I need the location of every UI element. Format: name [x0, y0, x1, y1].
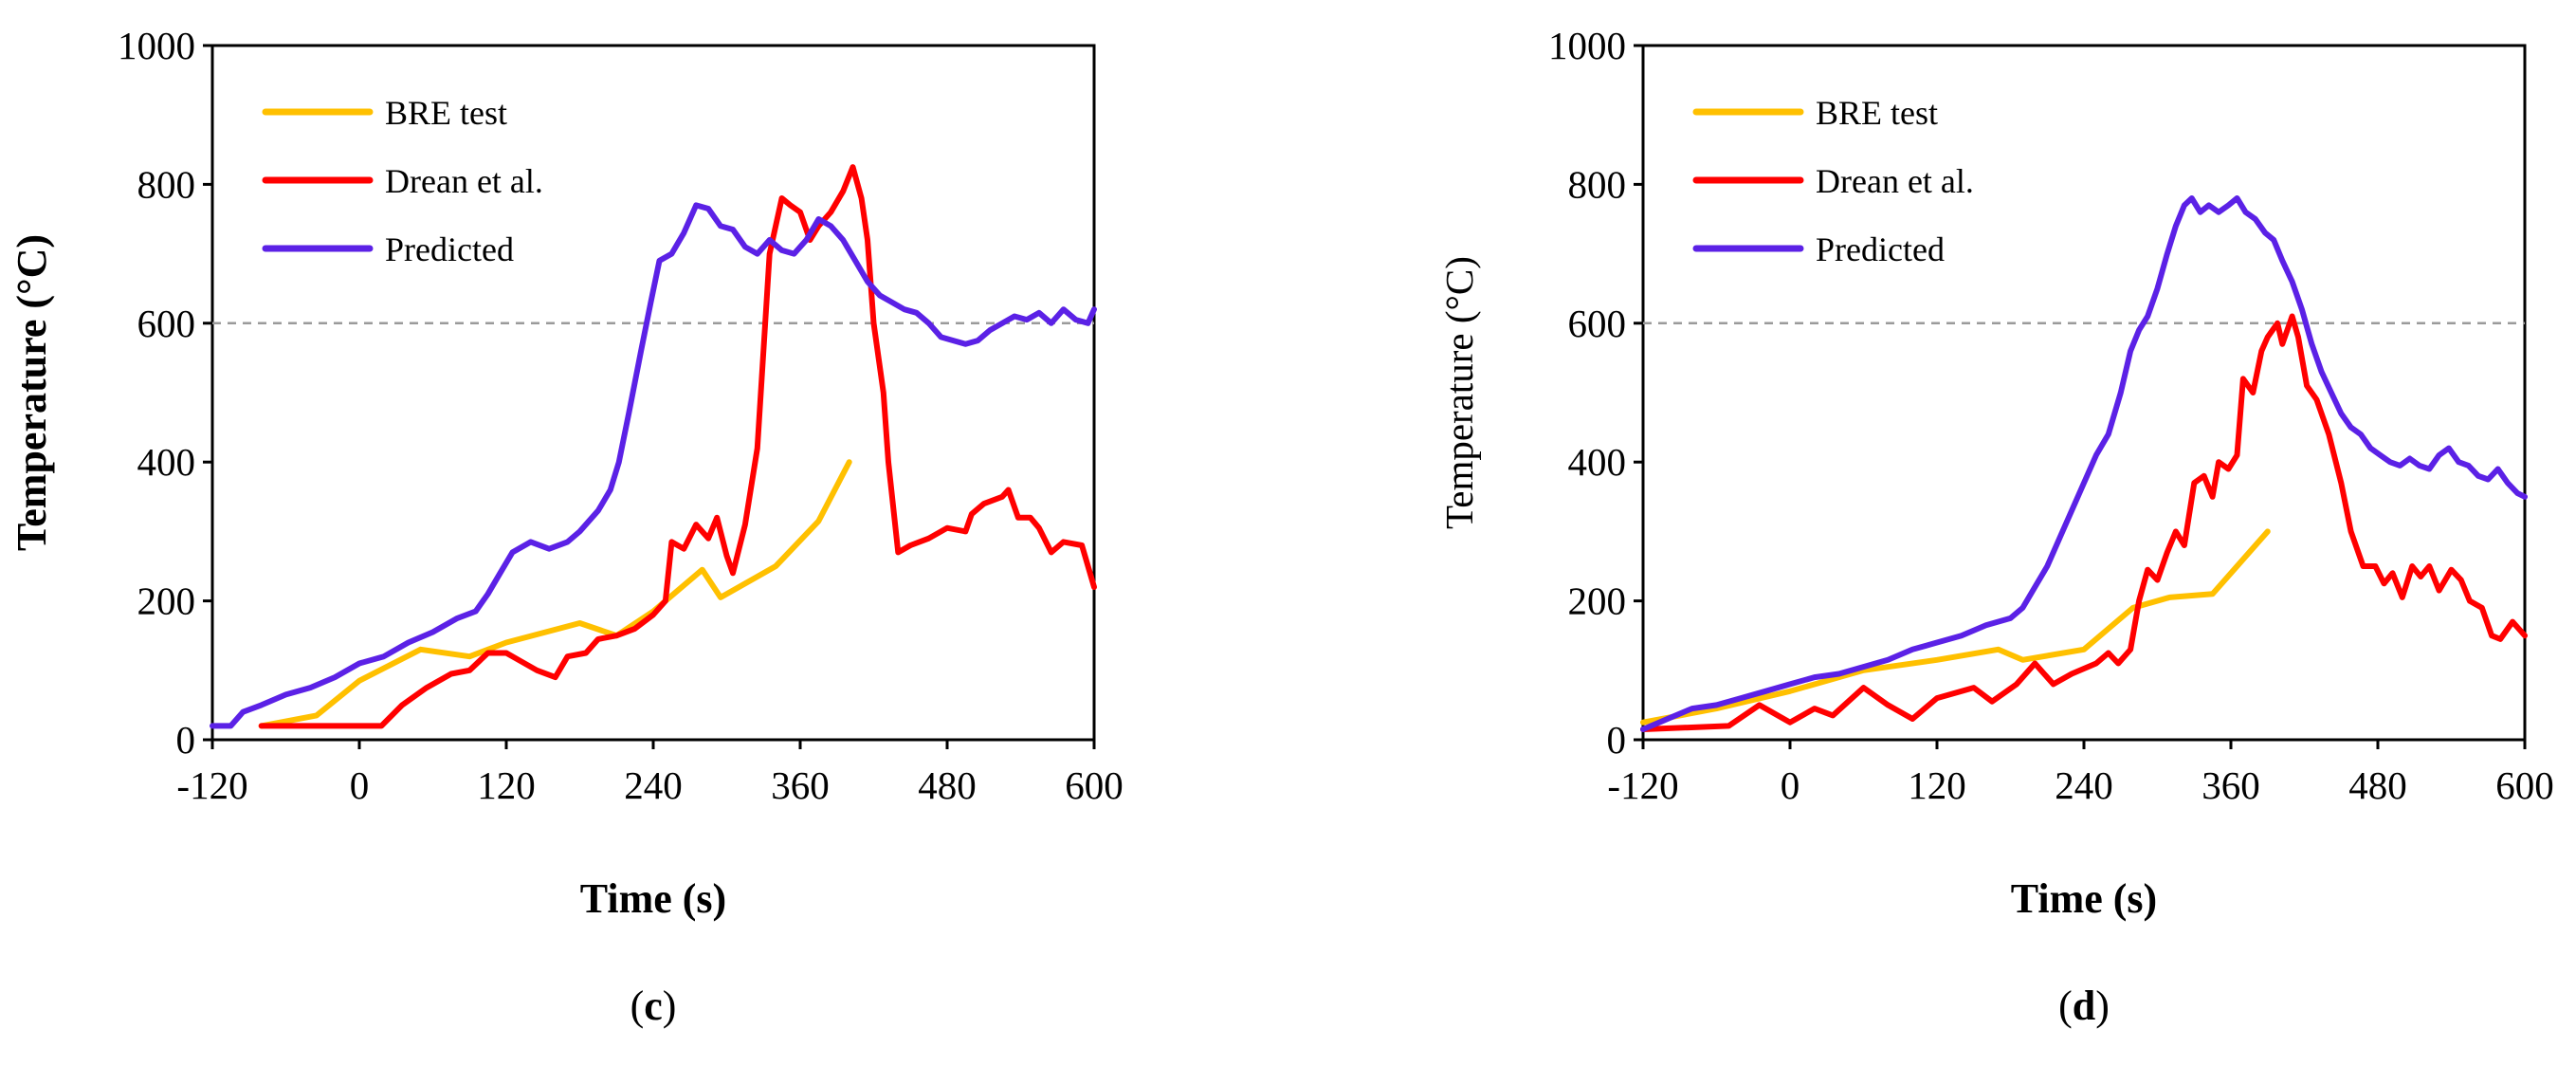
x-tick-label: 600 — [1065, 763, 1124, 807]
y-tick-label: 200 — [1568, 579, 1627, 623]
x-axis-title: Time (s) — [580, 875, 726, 922]
panel-label-open: ( — [630, 983, 645, 1029]
y-tick-label: 1000 — [118, 24, 195, 67]
x-tick-label: 240 — [2055, 763, 2113, 807]
legend-label: Predicted — [385, 230, 514, 268]
panel-label-letter: d — [2073, 983, 2095, 1029]
x-tick-label: 480 — [2348, 763, 2407, 807]
y-tick-label: 400 — [137, 440, 196, 484]
panel-label: (c) — [630, 983, 677, 1029]
legend-label: BRE test — [385, 94, 507, 132]
y-axis-title: Temperature (°C) — [1437, 256, 1481, 529]
y-tick-label: 0 — [176, 718, 196, 762]
y-tick-label: 800 — [137, 162, 196, 206]
y-tick-label: 200 — [137, 579, 196, 623]
legend-label: Drean et al. — [385, 162, 543, 200]
legend-label: Drean et al. — [1816, 162, 1974, 200]
y-axis-title: Temperature (°C) — [9, 234, 55, 551]
x-axis-title: Time (s) — [2011, 875, 2157, 922]
x-tick-label: 600 — [2495, 763, 2554, 807]
panel-label-close: ) — [663, 983, 677, 1029]
series-line-bre-test — [258, 459, 852, 729]
panel-label-letter: c — [644, 983, 663, 1029]
panel-label-open: ( — [2058, 983, 2073, 1029]
panel-label-close: ) — [2095, 983, 2110, 1029]
x-tick-label: -120 — [176, 763, 247, 807]
plot-frame — [1641, 44, 2527, 742]
y-tick-label: 400 — [1568, 440, 1627, 484]
y-tick-label: 600 — [1568, 302, 1627, 345]
x-tick-label: 240 — [624, 763, 683, 807]
series-line-bre-test — [1640, 528, 2271, 726]
plot-frame — [210, 44, 1096, 742]
x-tick-label: 480 — [918, 763, 977, 807]
legend-label: Predicted — [1816, 230, 1945, 268]
x-tick-label: 360 — [2201, 763, 2260, 807]
panel-label: (d) — [2058, 983, 2110, 1029]
y-tick-label: 600 — [137, 302, 196, 345]
series-line-predicted — [210, 202, 1097, 729]
series-line-predicted — [1640, 195, 2528, 732]
series-line-drean-et-al — [1640, 313, 2528, 732]
x-tick-label: 120 — [477, 763, 536, 807]
x-tick-label: 120 — [1908, 763, 1966, 807]
y-tick-label: 800 — [1568, 162, 1627, 206]
x-tick-label: -120 — [1607, 763, 1678, 807]
series-line-drean-et-al — [258, 164, 1097, 729]
y-tick-label: 1000 — [1548, 24, 1626, 67]
x-tick-label: 0 — [350, 763, 370, 807]
x-tick-label: 360 — [771, 763, 830, 807]
x-tick-label: 0 — [1781, 763, 1800, 807]
legend-label: BRE test — [1816, 94, 1938, 132]
y-tick-label: 0 — [1607, 718, 1627, 762]
